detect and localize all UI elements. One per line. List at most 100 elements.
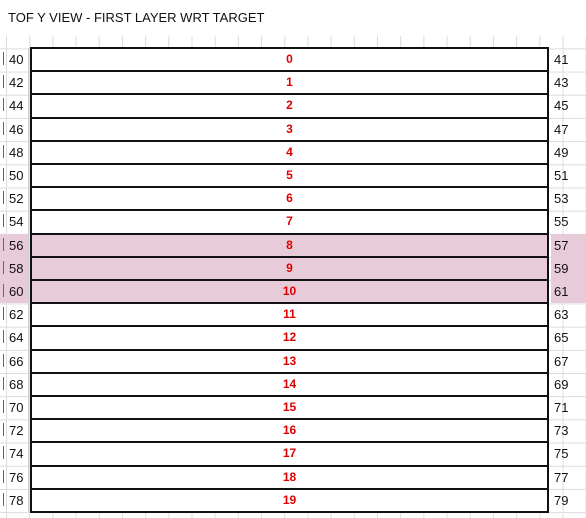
layer-bar[interactable]: 14	[30, 372, 549, 396]
left-channel-cell[interactable]: 74	[0, 442, 29, 466]
layer-index-label: 14	[282, 376, 297, 391]
table-row: 48 4 49	[0, 140, 586, 164]
layer-index-label: 18	[282, 469, 297, 484]
title-row[interactable]: TOF Y VIEW - FIRST LAYER WRT TARGET	[0, 0, 586, 36]
table-row: 70 15 71	[0, 396, 586, 420]
right-channel-cell[interactable]: 63	[554, 307, 569, 323]
layer-bar[interactable]: 16	[30, 419, 549, 443]
layer-bar[interactable]: 9	[30, 256, 549, 280]
left-channel-cell[interactable]: 58	[0, 256, 29, 280]
left-channel-cell[interactable]: 60	[0, 280, 29, 304]
table-row: 64 12 65	[0, 326, 586, 350]
left-channel-cell[interactable]: 66	[0, 349, 29, 373]
right-channel-cell[interactable]: 75	[554, 446, 569, 462]
layer-index-label: 1	[286, 75, 293, 90]
right-channel-cell[interactable]: 41	[554, 52, 569, 67]
left-channel-cell[interactable]: 56	[0, 233, 29, 257]
table-row: 50 5 51	[0, 164, 586, 188]
right-channel-cell[interactable]: 53	[554, 191, 569, 207]
layer-bar[interactable]: 17	[30, 442, 549, 466]
right-channel-cell[interactable]: 51	[554, 168, 569, 183]
layer-index-label: 9	[286, 260, 293, 275]
left-channel-cell[interactable]: 44	[0, 94, 29, 118]
layer-index-label: 8	[286, 237, 293, 252]
layer-index-label: 17	[282, 446, 297, 461]
left-channel-cell[interactable]: 76	[0, 465, 29, 489]
table-row: 66 13 67	[0, 349, 586, 373]
left-channel-cell[interactable]: 70	[0, 396, 29, 420]
layer-bar[interactable]: 19	[30, 488, 549, 512]
left-channel-cell[interactable]: 62	[0, 303, 29, 327]
table-row: 58 9 59	[0, 256, 586, 280]
right-channel-cell[interactable]: 55	[554, 214, 569, 230]
right-channel-cell[interactable]: 79	[554, 492, 569, 508]
layer-bar[interactable]: 0	[30, 48, 549, 72]
layer-index-label: 15	[282, 400, 297, 414]
table-row: 76 18 77	[0, 465, 586, 489]
layer-bar[interactable]: 15	[30, 396, 549, 420]
right-channel-cell[interactable]: 65	[554, 330, 569, 346]
table-row: 60 10 61	[0, 280, 586, 304]
layer-index-label: 7	[286, 214, 293, 229]
left-channel-cell[interactable]: 68	[0, 372, 29, 396]
layer-index-label: 4	[286, 144, 293, 159]
left-channel-cell[interactable]: 54	[0, 210, 29, 234]
layer-bar[interactable]: 1	[30, 71, 549, 95]
table-row: 56 8 57	[0, 233, 586, 257]
right-channel-cell[interactable]: 57	[551, 233, 586, 257]
layer-index-label: 19	[282, 492, 297, 507]
table-row: 44 2 45	[0, 94, 586, 118]
left-channel-cell[interactable]: 46	[0, 117, 29, 141]
table-row: 68 14 69	[0, 372, 586, 396]
table-row: 62 11 63	[0, 303, 586, 327]
layer-index-label: 5	[286, 168, 293, 182]
table-bottom-border	[30, 511, 549, 513]
right-channel-cell[interactable]: 61	[551, 280, 586, 304]
left-channel-cell[interactable]: 72	[0, 419, 29, 443]
layer-index-label: 0	[286, 52, 293, 66]
right-channel-cell[interactable]: 67	[554, 353, 569, 369]
layer-index-label: 12	[282, 330, 297, 345]
layer-bar[interactable]: 12	[30, 326, 549, 350]
left-channel-cell[interactable]: 42	[0, 71, 29, 95]
right-channel-cell[interactable]: 47	[554, 121, 569, 137]
left-channel-cell[interactable]: 78	[0, 488, 29, 512]
layer-bar[interactable]: 13	[30, 349, 549, 373]
layer-index-label: 13	[282, 353, 297, 368]
layer-bar[interactable]: 2	[30, 94, 549, 118]
layer-bar[interactable]: 11	[30, 303, 549, 327]
table-row: 78 19 79	[0, 488, 586, 512]
right-channel-cell[interactable]: 69	[554, 376, 569, 392]
layer-index-label: 6	[286, 191, 293, 206]
right-channel-cell[interactable]: 45	[554, 98, 569, 114]
left-channel-cell[interactable]: 52	[0, 187, 29, 211]
table-row: 46 3 47	[0, 117, 586, 141]
layer-bar[interactable]: 8	[30, 233, 549, 257]
right-channel-cell[interactable]: 73	[554, 423, 569, 439]
left-channel-cell[interactable]: 40	[0, 48, 29, 72]
left-channel-cell[interactable]: 64	[0, 326, 29, 350]
layer-bar[interactable]: 18	[30, 465, 549, 489]
left-channel-cell[interactable]: 50	[0, 164, 29, 188]
right-channel-cell[interactable]: 77	[554, 469, 569, 485]
layer-bar[interactable]: 6	[30, 187, 549, 211]
layer-bar[interactable]: 5	[30, 164, 549, 188]
layer-index-label: 10	[282, 284, 297, 298]
right-channel-cell[interactable]: 49	[554, 144, 569, 160]
layer-index-label: 3	[286, 121, 293, 136]
right-channel-cell[interactable]: 43	[554, 75, 569, 91]
layer-bar[interactable]: 10	[30, 280, 549, 304]
table-row: 40 0 41	[0, 48, 586, 72]
left-channel-cell[interactable]: 48	[0, 140, 29, 164]
table-row: 74 17 75	[0, 442, 586, 466]
table-row: 54 7 55	[0, 210, 586, 234]
layer-bar[interactable]: 7	[30, 210, 549, 234]
sheet-title[interactable]: TOF Y VIEW - FIRST LAYER WRT TARGET	[8, 10, 265, 25]
right-channel-cell[interactable]: 59	[551, 256, 586, 280]
layer-bar[interactable]: 4	[30, 140, 549, 164]
table-row: 52 6 53	[0, 187, 586, 211]
layer-index-label: 11	[283, 307, 296, 322]
table-row: 42 1 43	[0, 71, 586, 95]
layer-bar[interactable]: 3	[30, 117, 549, 141]
right-channel-cell[interactable]: 71	[554, 400, 569, 415]
